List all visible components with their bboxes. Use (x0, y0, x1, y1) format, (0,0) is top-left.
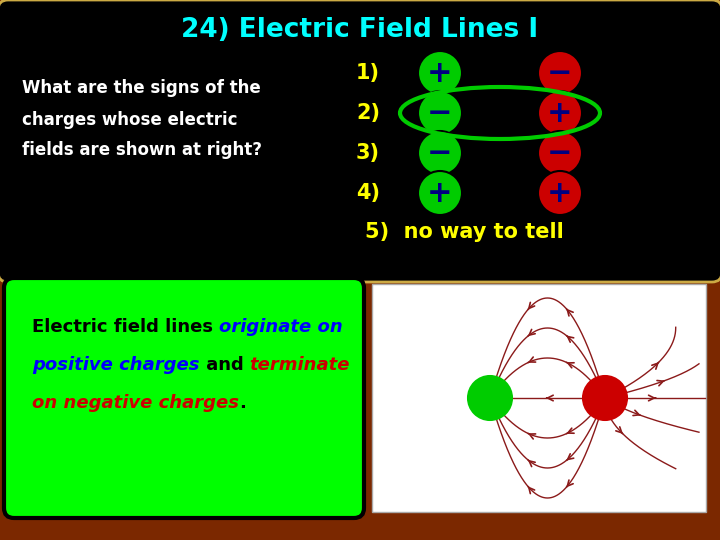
Text: 5)  no way to tell: 5) no way to tell (365, 222, 564, 242)
Text: −: − (547, 58, 572, 87)
Text: −: − (427, 138, 453, 167)
Text: fields are shown at right?: fields are shown at right? (22, 141, 262, 159)
Text: 24) Electric Field Lines I: 24) Electric Field Lines I (181, 17, 539, 43)
Text: 3): 3) (356, 143, 380, 163)
Circle shape (418, 171, 462, 215)
Circle shape (418, 51, 462, 95)
Text: 4): 4) (356, 183, 380, 203)
Circle shape (538, 171, 582, 215)
Circle shape (583, 376, 627, 420)
Text: 1): 1) (356, 63, 380, 83)
Circle shape (418, 131, 462, 175)
FancyBboxPatch shape (4, 278, 364, 518)
Text: What are the signs of the: What are the signs of the (22, 79, 261, 97)
Text: −: − (427, 98, 453, 127)
Circle shape (538, 131, 582, 175)
Text: positive charges: positive charges (32, 356, 199, 374)
FancyBboxPatch shape (0, 0, 720, 282)
Circle shape (468, 376, 512, 420)
Circle shape (418, 91, 462, 135)
Text: −: − (547, 138, 572, 167)
Text: Electric field lines: Electric field lines (32, 318, 220, 336)
Text: originate on: originate on (220, 318, 343, 336)
Text: terminate: terminate (250, 356, 350, 374)
Text: +: + (427, 179, 453, 207)
Circle shape (538, 91, 582, 135)
Text: +: + (547, 179, 573, 207)
Text: .: . (239, 394, 246, 412)
FancyBboxPatch shape (372, 284, 706, 512)
Text: and: and (199, 356, 250, 374)
Text: 2): 2) (356, 103, 380, 123)
Circle shape (538, 51, 582, 95)
Text: charges whose electric: charges whose electric (22, 111, 238, 129)
Text: +: + (547, 98, 573, 127)
Text: on negative charges: on negative charges (32, 394, 239, 412)
Text: +: + (427, 58, 453, 87)
